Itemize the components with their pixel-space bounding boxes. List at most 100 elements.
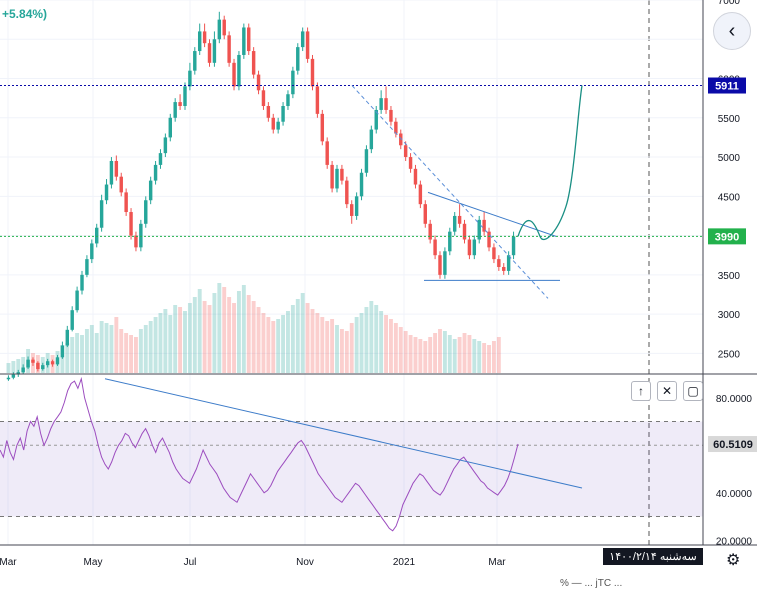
candle-body [183,86,187,107]
candle-body [335,168,339,189]
candle-body [408,157,413,169]
candle-body [286,94,290,107]
candle-body [222,19,226,36]
volume-bar [222,287,227,373]
candle-body [389,109,393,122]
date-label: سه‌شنبه ۱۴۰۰/۲/۱۴ [603,548,703,565]
volume-bar [99,321,104,373]
candle-body [212,39,217,63]
candle-body [207,43,212,63]
candle-body [75,290,79,311]
candle-body [305,31,310,59]
candle-body [296,47,300,71]
volume-bar [183,311,187,373]
volume-bar [84,329,89,373]
volume-bar [467,335,472,373]
volume-bar [168,315,173,373]
pane-maximize-button[interactable]: ▢ [683,381,703,401]
volume-bar [325,321,330,373]
volume-bar [496,337,501,373]
candle-body [119,176,123,193]
volume-bar [75,333,80,373]
volume-bar [143,325,148,373]
candle-body [242,27,246,55]
candle-body [60,345,65,358]
chevron-left-icon: ‹ [728,19,736,42]
x-tick-label: May [84,557,103,568]
y-tick-label: 2500 [718,349,741,360]
volume-bar [398,327,403,373]
volume-bar [408,335,413,373]
y-tick-label: 5500 [718,114,741,125]
volume-bar [379,311,384,373]
volume-bar [491,341,496,373]
pane-close-button[interactable]: ✕ [657,381,677,401]
settings-button[interactable]: ⚙ [726,550,740,570]
change-percent: +5.84%) [2,7,48,21]
candle-body [281,106,285,122]
volume-bar [192,297,197,373]
candle-body [158,153,163,165]
axes: MarMayJulNov2021Mar250030003500400045005… [0,0,757,568]
candle-body [237,54,241,87]
volume-bar [246,295,251,373]
volume-bar [320,317,325,373]
candle-body [168,117,172,138]
candle-body [330,164,334,189]
volume-bar [428,337,433,373]
price-label-text: 3990 [715,231,739,243]
back-button[interactable]: ‹ [713,12,751,50]
volume-bar [158,313,163,373]
volume-bar [114,317,119,373]
candle-body [153,164,158,181]
price-label-text: 5911 [715,81,739,93]
rsi-tick-label: 80.0000 [716,394,753,405]
candle-body [428,223,432,240]
candle-body [251,51,256,75]
candle-body [45,361,50,366]
volume-bar [163,309,168,373]
volume-bar [487,345,491,373]
candle-body [291,70,295,95]
candle-body [315,86,320,114]
resistance-trendline [427,191,557,237]
candle-body [433,239,437,256]
candle-body [487,231,491,248]
arrow-up-icon: ↑ [638,384,644,398]
volume-bar [423,341,428,373]
volume-bar [129,335,133,373]
volume-bar [462,333,467,373]
candle-body [26,359,30,368]
x-tick-label: 2021 [393,557,416,568]
volume-bar [310,309,315,373]
status-strip: % — ... jTC ... [560,578,623,589]
candle-body [232,62,236,87]
volume-bar [330,319,335,373]
candle-body [227,35,231,63]
volume-bar [187,303,192,373]
volume-bar [452,339,457,373]
rsi-trendline [104,378,583,489]
candle-body [144,200,148,224]
pane-move-up-button[interactable]: ↑ [631,381,651,401]
candle-body [320,113,325,142]
volume-bar [393,323,398,373]
candle-body [384,98,388,110]
y-tick-label: 5000 [718,153,741,164]
candle-body [148,180,153,201]
horizontal-price-lines [0,85,703,237]
volume-bar [389,319,393,373]
volume-bar [305,303,310,373]
volume-bar [241,285,246,373]
candle-body [340,168,344,181]
volume-bar [295,299,300,373]
candle-body [482,219,486,232]
candle-body [99,200,104,228]
candle-body [261,90,266,107]
volume-bar [261,313,266,373]
candle-body [477,219,481,240]
rsi-band [0,421,703,517]
candle-body [506,255,511,271]
